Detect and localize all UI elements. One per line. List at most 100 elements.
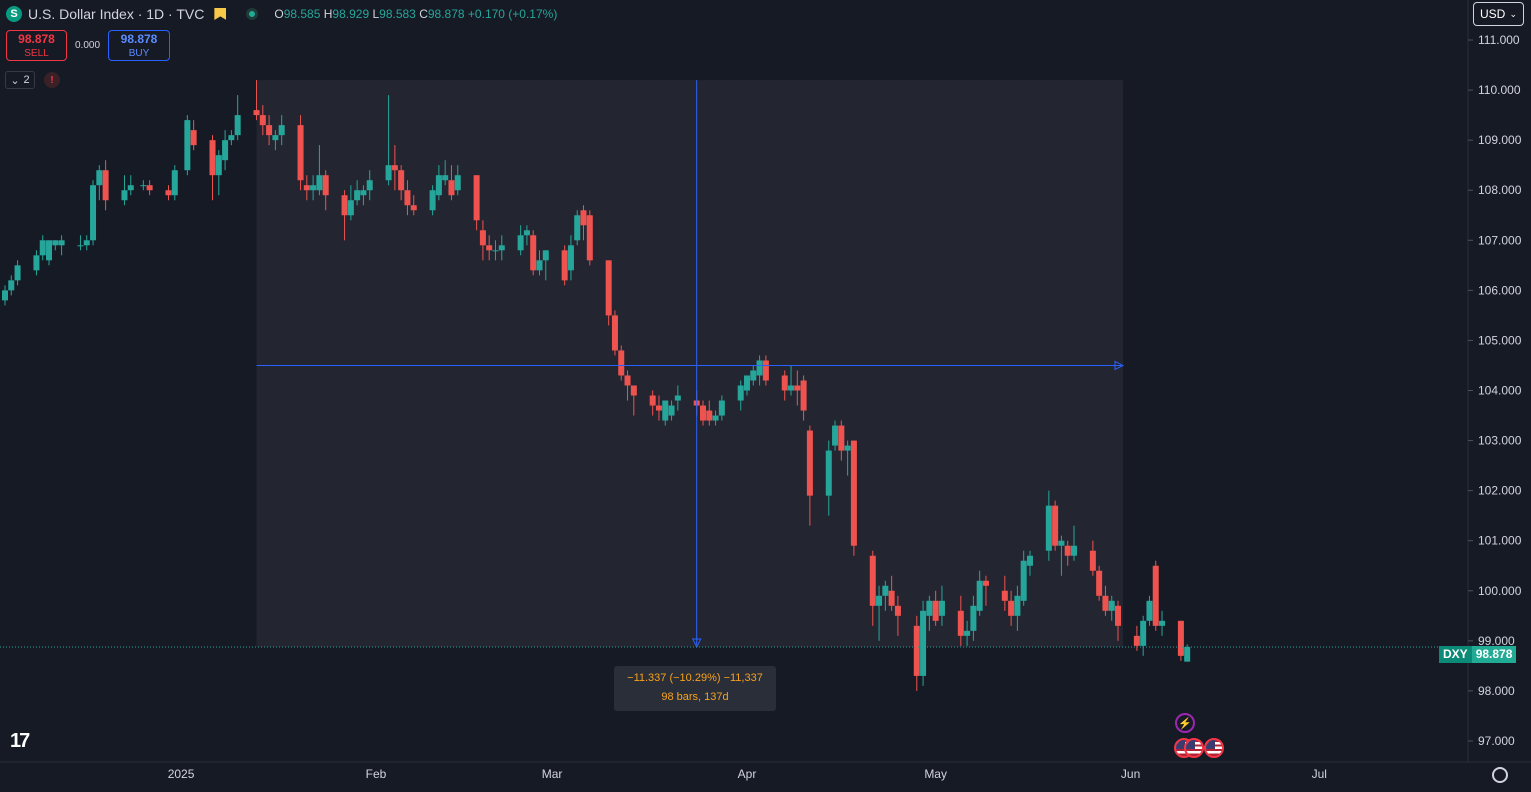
candle-body (913, 625, 920, 676)
candle-body (297, 125, 304, 181)
candle-body (517, 235, 524, 251)
candle-body (454, 175, 461, 191)
spread-value: 0.000 (75, 40, 101, 51)
candle-body (479, 230, 486, 246)
candle-body (83, 240, 90, 246)
close-value: 98.878 (427, 7, 465, 21)
market-status-icon (246, 8, 259, 20)
candle-body (649, 395, 656, 406)
measure-tooltip: −11.337 (−10.29%) −11,337 98 bars, 137d (614, 666, 776, 711)
candle-body (542, 250, 549, 261)
candle-body (1070, 545, 1077, 556)
candle-body (605, 260, 612, 316)
candle-body (523, 230, 530, 236)
candle-body (825, 450, 832, 496)
candle-body (228, 135, 235, 141)
candle-body (398, 170, 405, 191)
x-tick-label: May (924, 767, 947, 781)
indicator-count: 2 (23, 74, 30, 86)
gear-icon[interactable] (1492, 767, 1508, 783)
candle-body (1045, 505, 1052, 551)
symbol-title[interactable]: U.S. Dollar Index · 1D · TVC (28, 6, 205, 22)
ohlc-values: O98.585 H98.929 L98.583 C98.878 +0.170 (… (274, 7, 557, 21)
y-tick-label: 111.000 (1478, 33, 1520, 47)
candle-body (624, 375, 631, 386)
sell-label: SELL (24, 48, 49, 59)
candle-body (39, 240, 46, 256)
y-tick-label: 107.000 (1478, 233, 1522, 247)
candle-body (215, 155, 222, 176)
candle-body (253, 110, 260, 116)
candle-body (1146, 600, 1153, 621)
warning-icon[interactable]: ! (44, 72, 60, 88)
candle-body (46, 240, 53, 261)
lightning-icon[interactable]: ⚡ (1175, 713, 1195, 733)
buy-button[interactable]: 98.878 BUY (108, 30, 170, 61)
currency-select[interactable]: USD ⌄ (1473, 2, 1524, 26)
candle-body (674, 395, 681, 401)
candle-body (882, 585, 889, 596)
candle-body (970, 605, 977, 631)
candle-body (618, 350, 625, 376)
candle-body (316, 175, 323, 191)
y-tick-label: 106.000 (1478, 283, 1522, 297)
x-tick-label: Jun (1121, 767, 1140, 781)
buy-price: 98.878 (120, 32, 158, 46)
candle-body (209, 140, 216, 176)
candle-body (1108, 600, 1115, 611)
y-tick-label: 108.000 (1478, 183, 1522, 197)
candle-body (876, 595, 883, 606)
candle-body (366, 180, 373, 191)
candle-body (1020, 560, 1027, 601)
candle-body (536, 260, 543, 271)
candle-body (1184, 646, 1191, 662)
y-tick-label: 104.000 (1478, 384, 1522, 398)
tradingview-logo[interactable]: 17 (10, 730, 30, 752)
buy-label: BUY (128, 48, 150, 59)
candle-body (586, 215, 593, 261)
candles-layer (2, 80, 1191, 691)
candle-body (662, 400, 669, 421)
candle-body (756, 360, 763, 376)
sell-price: 98.878 (18, 32, 55, 46)
candle-body (121, 190, 128, 201)
candle-body (926, 600, 933, 616)
candle-body (699, 405, 706, 421)
measure-range-box (256, 80, 1124, 647)
candle-body (750, 370, 757, 381)
candle-body (58, 240, 65, 246)
price-axis[interactable]: 97.000 98.000 99.000 100.000 101.000 102.000 1… (1468, 33, 1522, 748)
candle-body (668, 405, 675, 416)
candle-body (492, 250, 499, 252)
candle-body (1026, 555, 1033, 566)
candle-body (655, 405, 662, 411)
bookmark-flag-icon[interactable] (214, 8, 227, 20)
candle-body (8, 280, 15, 291)
candle-body (1058, 540, 1065, 546)
measure-change: −11.337 (−10.29%) −11,337 (627, 672, 763, 684)
candle-body (448, 180, 455, 196)
candle-body (1001, 590, 1008, 601)
candle-body (303, 185, 310, 191)
us-flag-icon[interactable] (1204, 738, 1224, 758)
us-flag-icon[interactable] (1184, 738, 1204, 758)
candle-body (1152, 565, 1159, 626)
arrow-right-icon (1114, 360, 1125, 371)
candle-body (410, 205, 417, 211)
candle-body (341, 195, 348, 216)
candle-body (838, 425, 845, 451)
candle-body (404, 190, 411, 206)
candle-body (171, 170, 178, 196)
time-axis[interactable]: 2025 Feb Mar Apr May Jun Jul (168, 767, 1327, 781)
candle-body (278, 125, 285, 136)
y-tick-label: 99.000 (1478, 634, 1515, 648)
candle-body (1064, 545, 1071, 556)
indicators-toggle[interactable]: ⌄ 2 (5, 71, 35, 89)
candle-body (498, 245, 505, 251)
sell-button[interactable]: 98.878 SELL (6, 30, 67, 61)
candle-body (832, 425, 839, 446)
candle-body (310, 185, 317, 191)
candle-body (259, 115, 266, 126)
y-tick-label: 98.000 (1478, 684, 1515, 698)
